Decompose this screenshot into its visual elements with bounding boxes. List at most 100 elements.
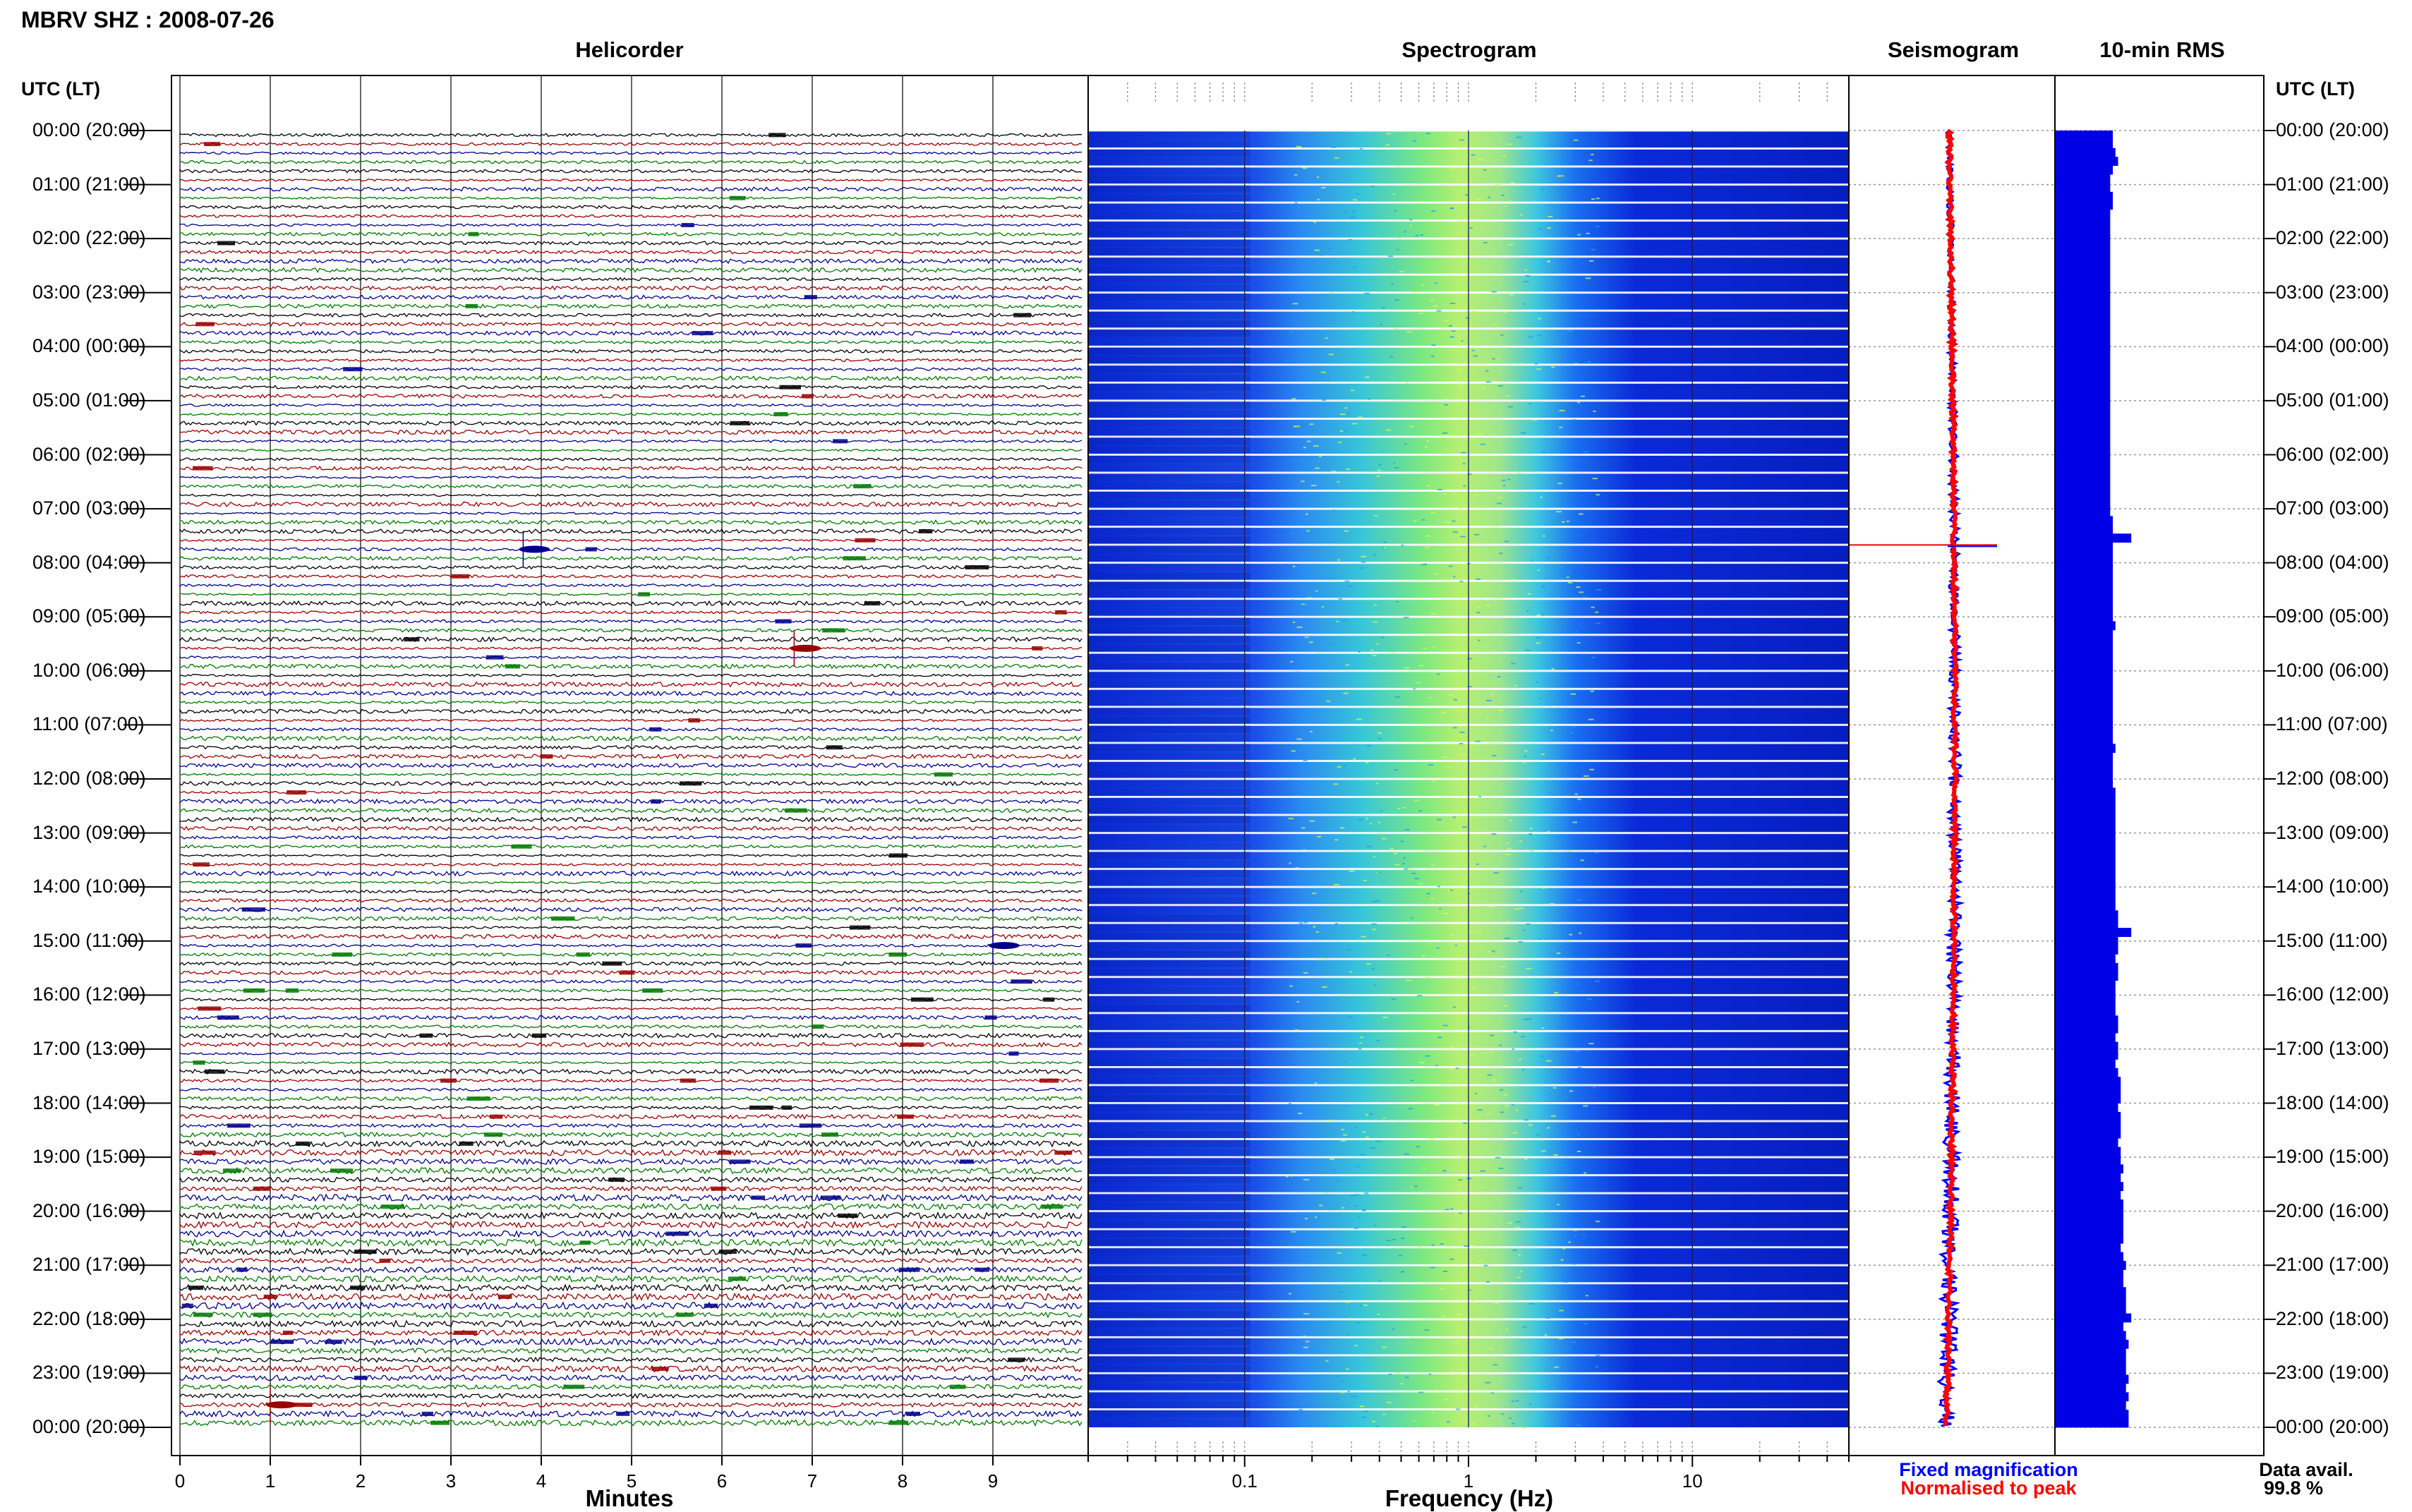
spectrogram-lowfreq-band	[1088, 131, 1250, 139]
spectrogram-speckle	[1400, 1383, 1404, 1385]
helicorder-burst	[217, 1015, 239, 1020]
helicorder-trace	[179, 448, 1083, 452]
time-label-left: 07:00 (03:00)	[32, 497, 146, 519]
spectrogram-speckle	[1436, 947, 1440, 949]
spectrogram-speckle	[1314, 249, 1320, 251]
spectrogram-speckle	[1408, 706, 1413, 708]
spectrogram-speckle	[1434, 1104, 1440, 1106]
spectrogram-speckle	[1286, 1175, 1289, 1178]
time-label-left: 13:00 (09:00)	[32, 821, 146, 843]
spectrogram-speckle	[1356, 1322, 1361, 1324]
spectrogram-speckle	[1308, 658, 1311, 660]
spectrogram-speckle	[1519, 214, 1523, 216]
helicorder-burst	[222, 1168, 241, 1173]
spectrogram-speckle	[1387, 653, 1391, 655]
spectrogram-speckle	[1542, 535, 1545, 537]
spectrogram-speckle	[1309, 781, 1313, 783]
spectrogram-speckle	[1456, 1017, 1459, 1019]
spectrogram-speckle	[1551, 667, 1555, 670]
spectrogram-speckle	[1596, 588, 1602, 591]
spectrogram-lowfreq-band	[1088, 734, 1250, 742]
spectrogram-speckle	[1374, 514, 1378, 516]
spectrogram-speckle	[1310, 485, 1317, 487]
spectrogram-speckle	[1356, 198, 1360, 200]
spectrogram-speckle	[1303, 849, 1306, 851]
spectrogram-lowfreq-band	[1088, 716, 1250, 725]
spectrogram-speckle	[1382, 1016, 1388, 1018]
spectrogram-speckle	[1452, 816, 1457, 818]
helicorder-burst	[602, 961, 622, 966]
helicorder-trace	[179, 1356, 1083, 1363]
spectrogram-speckle	[1306, 289, 1310, 291]
spectrogram-lowfreq-band	[1088, 554, 1250, 562]
spectrogram-lowfreq-band	[1088, 1347, 1250, 1355]
spectrogram-speckle	[1355, 1205, 1358, 1207]
spectrogram-speckle	[1335, 1375, 1339, 1377]
spectrogram-speckle	[1380, 324, 1383, 326]
spectrogram-lowfreq-band	[1088, 852, 1250, 859]
spectrogram-speckle	[1406, 979, 1412, 981]
helicorder-burst	[676, 1312, 694, 1317]
rms-bar	[2055, 507, 2111, 516]
spectrogram-speckle	[1574, 1050, 1579, 1052]
helicorder-burst	[1008, 1051, 1019, 1056]
helicorder-trace	[179, 690, 1083, 696]
spectrogram-speckle	[1426, 440, 1430, 442]
rms-bar	[2055, 936, 2118, 946]
helicorder-burst	[451, 574, 470, 579]
time-label-right: 10:00 (06:00)	[2276, 659, 2389, 681]
spectrogram-speckle	[1457, 1313, 1463, 1315]
spectrogram-lowfreq-band	[1088, 1275, 1250, 1283]
spectrogram-lowfreq-band	[1088, 149, 1250, 157]
spectrogram-speckle	[1445, 521, 1451, 523]
spectrogram-speckle	[1521, 1427, 1527, 1429]
helicorder-burst	[779, 385, 802, 389]
spectrogram-speckle	[1557, 483, 1562, 485]
spectrogram-speckle	[1292, 303, 1298, 305]
spectrogram-lowfreq-band	[1088, 1013, 1250, 1022]
spectrogram-speckle	[1325, 1164, 1329, 1166]
spectrogram-speckle	[1458, 1179, 1463, 1181]
spectrogram-speckle	[1337, 559, 1340, 561]
helicorder-burst	[812, 1024, 824, 1029]
spectrogram-speckle	[1339, 827, 1345, 829]
spectrogram-lowfreq-band	[1088, 455, 1250, 464]
helicorder-burst	[934, 772, 953, 777]
spectrogram-speckle	[1317, 198, 1320, 200]
helicorder-trace	[179, 1032, 1083, 1039]
spectrogram-speckle	[1502, 311, 1507, 313]
spectrogram-speckle	[1301, 603, 1307, 605]
spectrogram-speckle	[1303, 447, 1306, 449]
spectrogram-speckle	[1557, 1204, 1560, 1206]
spectrogram-speckle	[1512, 1422, 1515, 1425]
spectrogram-speckle	[1425, 976, 1430, 979]
spectrogram-speckle	[1506, 143, 1512, 145]
spectrogram-speckle	[1588, 260, 1594, 262]
helicorder-trace	[179, 700, 1083, 705]
spectrogram-speckle	[1497, 385, 1504, 387]
spectrogram-speckle	[1468, 635, 1472, 637]
spectrogram-speckle	[1327, 577, 1332, 579]
spectrogram-speckle	[1487, 1074, 1493, 1076]
spectrogram-speckle	[1558, 1338, 1564, 1340]
spectrogram-speckle	[1473, 355, 1478, 357]
rms-bar	[2055, 866, 2116, 876]
spectrogram-speckle	[1466, 1178, 1471, 1180]
spectrogram-speckle	[1475, 198, 1481, 200]
rms-bar	[2055, 629, 2113, 639]
spectrogram-speckle	[1524, 1119, 1529, 1121]
rms-bar	[2055, 279, 2111, 289]
helicorder-trace	[179, 205, 1083, 210]
helicorder-trace	[179, 998, 1083, 1002]
spectrogram-speckle	[1413, 520, 1416, 522]
spectrogram-speckle	[1511, 1401, 1515, 1403]
spectrogram-lowfreq-band	[1088, 680, 1250, 689]
spectrogram-speckle	[1339, 413, 1346, 416]
spectrogram-speckle	[1480, 1170, 1485, 1172]
rms-bar	[2055, 174, 2111, 183]
spectrogram-speckle	[1474, 1092, 1477, 1094]
helicorder-trace	[179, 926, 1083, 929]
spectrogram-lowfreq-band	[1088, 1247, 1250, 1256]
spectrogram-speckle	[1490, 694, 1494, 696]
spectrogram-speckle	[1528, 1124, 1533, 1126]
